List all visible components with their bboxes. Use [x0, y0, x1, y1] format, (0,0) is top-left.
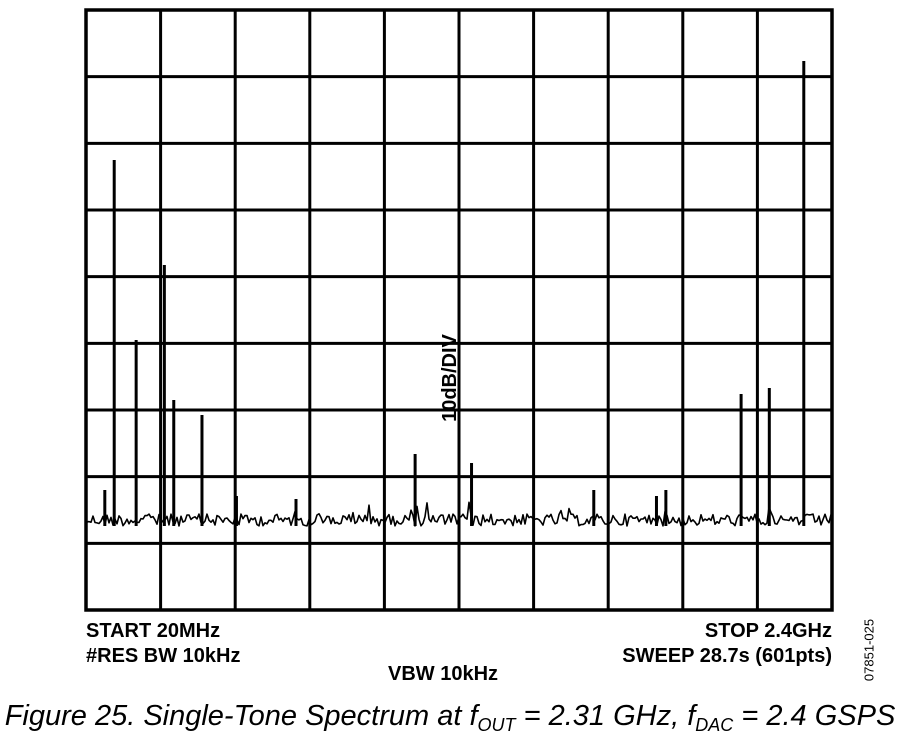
video-bandwidth: VBW 10kHz: [388, 663, 499, 685]
caption-suffix: = 2.4 GSPS: [733, 700, 896, 732]
caption-sub-dac: DAC: [695, 715, 734, 735]
sweep-time: SWEEP 28.7s (601pts): [622, 645, 832, 667]
stop-frequency: STOP 2.4GHz: [704, 620, 832, 642]
caption-prefix: Figure 25. Single-Tone Spectrum at f: [4, 700, 478, 732]
spectrum-trace: [86, 501, 832, 527]
plot-frame: [84, 8, 834, 612]
start-frequency: START 20MHz: [86, 620, 221, 642]
figure-id-text: 07851-025: [861, 618, 877, 682]
spur-peaks: [103, 61, 806, 526]
caption-sub-out: OUT: [477, 715, 516, 735]
figure-id: 07851-025: [852, 610, 886, 690]
grid: [84, 8, 834, 612]
spectrum-chart: [84, 8, 834, 612]
figure-caption: Figure 25. Single-Tone Spectrum at fOUT …: [0, 700, 900, 735]
y-axis-label-text: 10dB/DIV: [439, 334, 461, 422]
caption-middle: = 2.31 GHz, f: [515, 700, 696, 732]
resolution-bandwidth: #RES BW 10kHz: [86, 645, 241, 667]
